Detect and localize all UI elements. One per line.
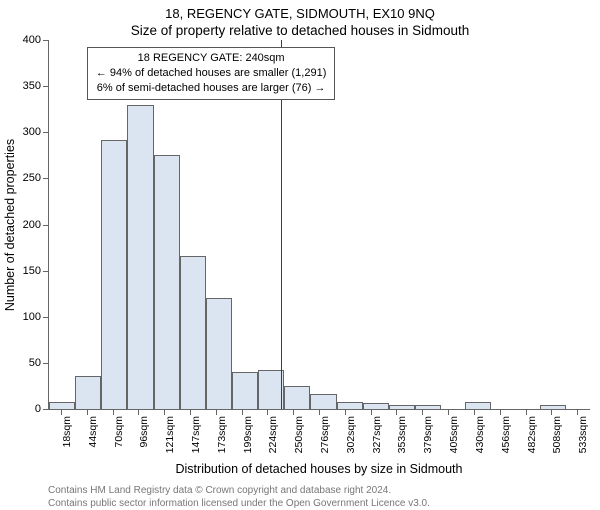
x-tick-label: 224sqm [267, 416, 279, 453]
x-tick: 456sqm [487, 410, 513, 460]
x-tick-label: 456sqm [500, 416, 512, 453]
y-axis-label: Number of detached properties [3, 139, 17, 311]
x-tick: 327sqm [358, 410, 384, 460]
x-tick: 508sqm [538, 410, 564, 460]
x-tick: 250sqm [280, 410, 306, 460]
x-tick: 70sqm [100, 410, 126, 460]
histogram-bar [337, 402, 363, 409]
x-tick-label: 44sqm [87, 416, 99, 448]
x-tick-label: 18sqm [61, 416, 73, 448]
footer-line1: Contains HM Land Registry data © Crown c… [48, 484, 600, 497]
y-tick-label: 0 [35, 403, 49, 415]
histogram-bar [415, 405, 441, 409]
x-tick: 18sqm [48, 410, 74, 460]
x-tick: 96sqm [125, 410, 151, 460]
x-tick-label: 353sqm [396, 416, 408, 453]
histogram-bar [127, 105, 153, 409]
histogram-bar [310, 394, 336, 409]
x-tick: 302sqm [332, 410, 358, 460]
histogram-chart: 18 REGENCY GATE: 240sqm ← 94% of detache… [48, 40, 590, 410]
histogram-bar [284, 386, 310, 409]
x-tick: 276sqm [306, 410, 332, 460]
annotation-line3: 6% of semi-detached houses are larger (7… [96, 81, 327, 96]
x-tick: 405sqm [435, 410, 461, 460]
x-tick: 147sqm [177, 410, 203, 460]
x-tick-label: 121sqm [164, 416, 176, 453]
x-tick: 173sqm [203, 410, 229, 460]
annotation-line1: 18 REGENCY GATE: 240sqm [96, 51, 327, 66]
y-tick-label: 150 [23, 265, 49, 277]
y-tick-label: 300 [23, 126, 49, 138]
x-tick-label: 302sqm [345, 416, 357, 453]
annotation-box: 18 REGENCY GATE: 240sqm ← 94% of detache… [87, 47, 336, 100]
footer-attribution: Contains HM Land Registry data © Crown c… [48, 484, 600, 510]
histogram-bar [363, 403, 389, 409]
x-tick-label: 482sqm [526, 416, 538, 453]
histogram-bar [49, 402, 75, 409]
y-tick-label: 400 [23, 34, 49, 46]
histogram-bar [101, 140, 127, 409]
annotation-line2: ← 94% of detached houses are smaller (1,… [96, 66, 327, 81]
x-tick-label: 96sqm [138, 416, 150, 448]
histogram-bar [75, 376, 101, 409]
page-title-address: 18, REGENCY GATE, SIDMOUTH, EX10 9NQ [0, 0, 600, 21]
x-tick-label: 70sqm [113, 416, 125, 448]
y-tick-label: 100 [23, 311, 49, 323]
x-tick-label: 405sqm [448, 416, 460, 453]
plot-area: 18 REGENCY GATE: 240sqm ← 94% of detache… [48, 40, 590, 410]
x-tick: 121sqm [151, 410, 177, 460]
y-tick-label: 350 [23, 80, 49, 92]
histogram-bar [540, 405, 566, 409]
x-tick: 533sqm [564, 410, 590, 460]
y-tick-label: 50 [29, 357, 49, 369]
x-tick: 199sqm [229, 410, 255, 460]
x-tick-label: 276sqm [319, 416, 331, 453]
x-tick: 44sqm [74, 410, 100, 460]
x-tick-label: 379sqm [422, 416, 434, 453]
x-axis-label: Distribution of detached houses by size … [48, 462, 590, 476]
x-tick: 482sqm [513, 410, 539, 460]
histogram-bar [206, 298, 232, 409]
x-tick-label: 508sqm [551, 416, 563, 453]
x-ticks: 18sqm 44sqm 70sqm 96sqm 121sqm 147sqm 173sqm 19… [48, 410, 590, 460]
page-title-subtitle: Size of property relative to detached ho… [0, 21, 600, 40]
histogram-bar [154, 155, 180, 409]
x-tick: 353sqm [384, 410, 410, 460]
y-tick-label: 250 [23, 172, 49, 184]
x-tick-label: 430sqm [474, 416, 486, 453]
x-tick-label: 199sqm [242, 416, 254, 453]
x-tick: 379sqm [409, 410, 435, 460]
histogram-bar [180, 256, 206, 409]
histogram-bar [232, 372, 258, 409]
footer-line2: Contains public sector information licen… [48, 497, 600, 510]
x-tick-label: 173sqm [216, 416, 228, 453]
histogram-bar [389, 405, 415, 409]
x-tick-label: 250sqm [293, 416, 305, 453]
x-tick: 224sqm [255, 410, 281, 460]
x-tick: 430sqm [461, 410, 487, 460]
y-tick-label: 200 [23, 219, 49, 231]
x-tick-label: 533sqm [577, 416, 589, 453]
x-tick-label: 147sqm [190, 416, 202, 453]
histogram-bar [465, 402, 491, 409]
x-tick-label: 327sqm [371, 416, 383, 453]
